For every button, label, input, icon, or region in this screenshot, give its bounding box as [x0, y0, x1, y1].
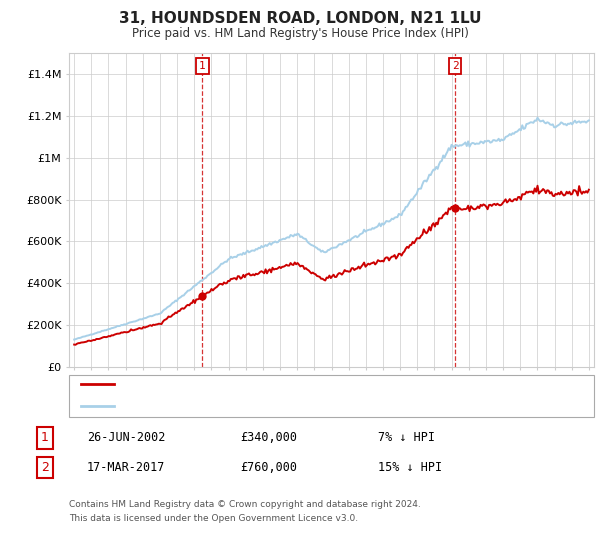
Text: 1: 1 [199, 61, 206, 71]
Text: 26-JUN-2002: 26-JUN-2002 [87, 431, 166, 445]
Text: 1: 1 [41, 431, 49, 445]
Text: 15% ↓ HPI: 15% ↓ HPI [378, 461, 442, 474]
Text: This data is licensed under the Open Government Licence v3.0.: This data is licensed under the Open Gov… [69, 514, 358, 523]
Text: £760,000: £760,000 [240, 461, 297, 474]
Text: 31, HOUNDSDEN ROAD, LONDON, N21 1LU: 31, HOUNDSDEN ROAD, LONDON, N21 1LU [119, 11, 481, 26]
Text: Price paid vs. HM Land Registry's House Price Index (HPI): Price paid vs. HM Land Registry's House … [131, 27, 469, 40]
Text: £340,000: £340,000 [240, 431, 297, 445]
Text: HPI: Average price, detached house, Enfield: HPI: Average price, detached house, Enfi… [120, 402, 349, 411]
Text: 2: 2 [452, 61, 458, 71]
Text: 17-MAR-2017: 17-MAR-2017 [87, 461, 166, 474]
Text: 31, HOUNDSDEN ROAD, LONDON, N21 1LU (detached house): 31, HOUNDSDEN ROAD, LONDON, N21 1LU (det… [120, 379, 439, 389]
Text: 7% ↓ HPI: 7% ↓ HPI [378, 431, 435, 445]
Text: 2: 2 [41, 461, 49, 474]
Text: Contains HM Land Registry data © Crown copyright and database right 2024.: Contains HM Land Registry data © Crown c… [69, 500, 421, 508]
